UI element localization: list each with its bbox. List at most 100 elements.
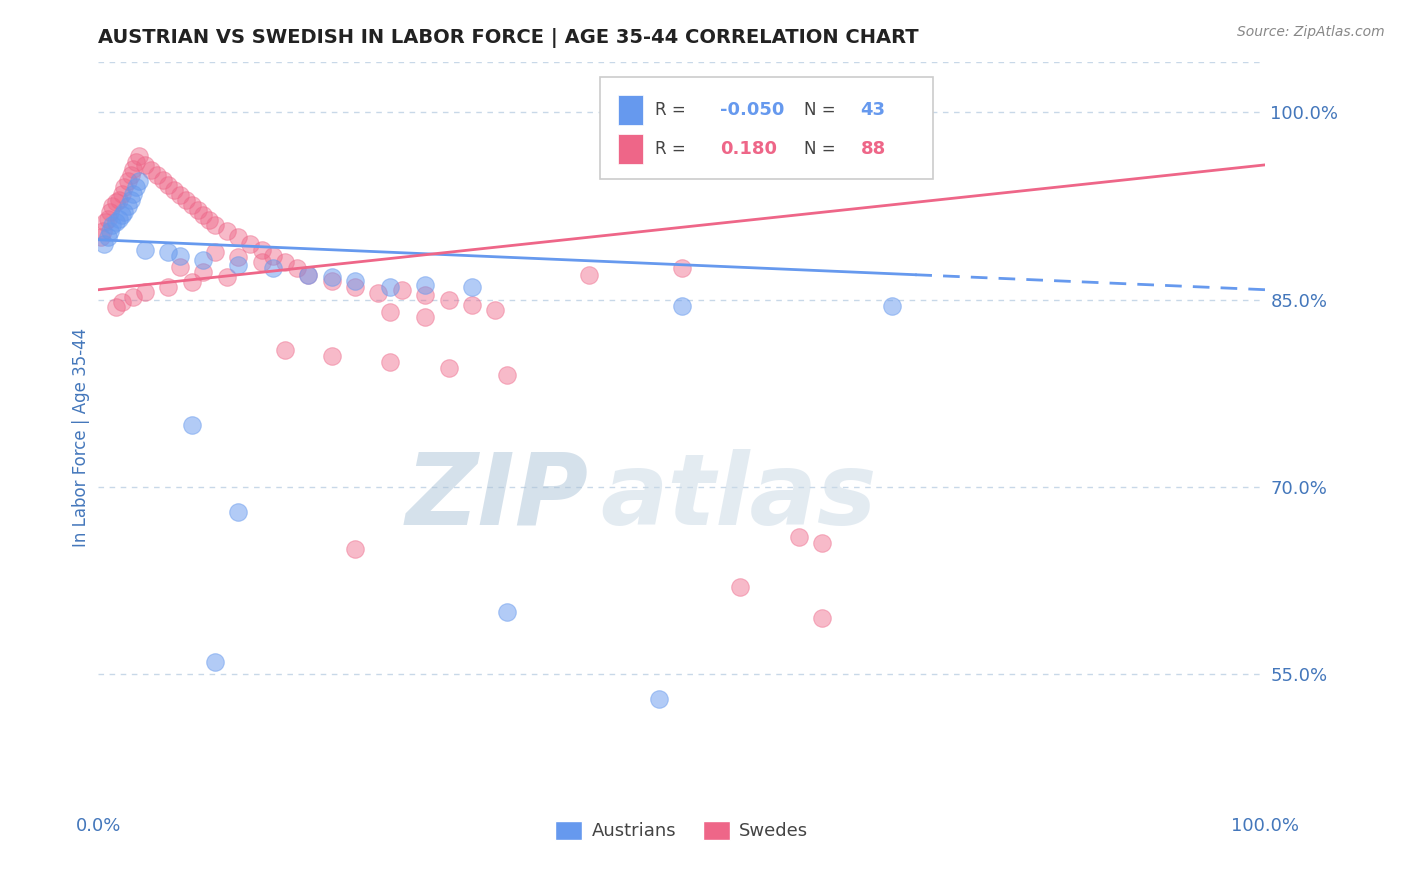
Point [228, 258, 250, 272]
Point [647, 692, 669, 706]
Point [344, 274, 367, 288]
Text: 43: 43 [860, 101, 886, 119]
Point [484, 302, 506, 317]
Point [496, 368, 519, 382]
Point [215, 270, 238, 285]
Point [578, 268, 600, 282]
Point [437, 293, 460, 307]
Point [228, 505, 250, 519]
Point [111, 186, 134, 201]
Point [262, 261, 284, 276]
Point [157, 178, 180, 192]
Point [120, 193, 142, 207]
Point [344, 280, 367, 294]
Point [297, 268, 319, 282]
Text: ZIP: ZIP [405, 449, 589, 546]
Point [193, 252, 215, 267]
Point [413, 287, 436, 301]
Point [228, 250, 250, 264]
Point [125, 180, 148, 194]
Point [193, 208, 215, 222]
Point [250, 255, 273, 269]
Point [139, 162, 162, 177]
Text: AUSTRIAN VS SWEDISH IN LABOR FORCE | AGE 35-44 CORRELATION CHART: AUSTRIAN VS SWEDISH IN LABOR FORCE | AGE… [98, 28, 920, 48]
Point [104, 215, 127, 229]
Point [146, 168, 169, 182]
Point [91, 224, 114, 238]
Point [811, 611, 834, 625]
Point [122, 186, 145, 201]
Point [108, 193, 131, 207]
Point [180, 275, 202, 289]
Point [128, 149, 150, 163]
Point [262, 249, 284, 263]
Point [125, 155, 148, 169]
Point [239, 236, 262, 251]
Point [101, 199, 124, 213]
Point [128, 174, 150, 188]
Point [787, 530, 810, 544]
Point [198, 212, 221, 227]
Text: 88: 88 [860, 140, 886, 158]
Point [97, 230, 120, 244]
Point [496, 605, 519, 619]
Point [461, 280, 484, 294]
Point [122, 290, 145, 304]
Point [152, 173, 174, 187]
Text: N =: N = [804, 140, 837, 158]
Point [671, 299, 693, 313]
Point [169, 249, 191, 263]
Point [380, 355, 402, 369]
Point [413, 277, 436, 292]
Point [321, 270, 343, 285]
Point [90, 230, 112, 244]
Text: N =: N = [804, 101, 837, 119]
Point [274, 255, 297, 269]
Point [101, 218, 124, 232]
Bar [617, 95, 644, 125]
Point [437, 361, 460, 376]
Text: Source: ZipAtlas.com: Source: ZipAtlas.com [1237, 25, 1385, 39]
Point [157, 245, 180, 260]
Point [117, 174, 139, 188]
Legend: Austrians, Swedes: Austrians, Swedes [548, 814, 815, 847]
Point [285, 261, 308, 276]
Point [169, 187, 191, 202]
Point [880, 299, 903, 313]
Point [104, 195, 127, 210]
Point [112, 180, 135, 194]
Bar [617, 134, 644, 163]
Point [94, 215, 117, 229]
Text: -0.050: -0.050 [720, 101, 785, 119]
Point [321, 349, 343, 363]
Point [204, 245, 226, 260]
Point [134, 285, 156, 300]
Point [93, 236, 115, 251]
Point [134, 158, 156, 172]
Point [297, 268, 319, 282]
Point [174, 193, 197, 207]
Point [134, 243, 156, 257]
Text: atlas: atlas [600, 449, 877, 546]
Point [321, 274, 343, 288]
Point [163, 183, 186, 197]
Point [108, 211, 131, 226]
Point [730, 580, 752, 594]
Point [97, 211, 120, 226]
Point [413, 310, 436, 325]
Point [380, 280, 402, 294]
Point [98, 205, 121, 219]
FancyBboxPatch shape [600, 78, 932, 178]
Point [112, 205, 135, 219]
Point [367, 286, 389, 301]
Point [391, 283, 413, 297]
Point [215, 224, 238, 238]
Point [120, 168, 142, 182]
Point [122, 161, 145, 176]
Text: R =: R = [655, 140, 686, 158]
Point [204, 655, 226, 669]
Point [180, 417, 202, 432]
Point [811, 536, 834, 550]
Point [111, 208, 134, 222]
Text: 0.180: 0.180 [720, 140, 778, 158]
